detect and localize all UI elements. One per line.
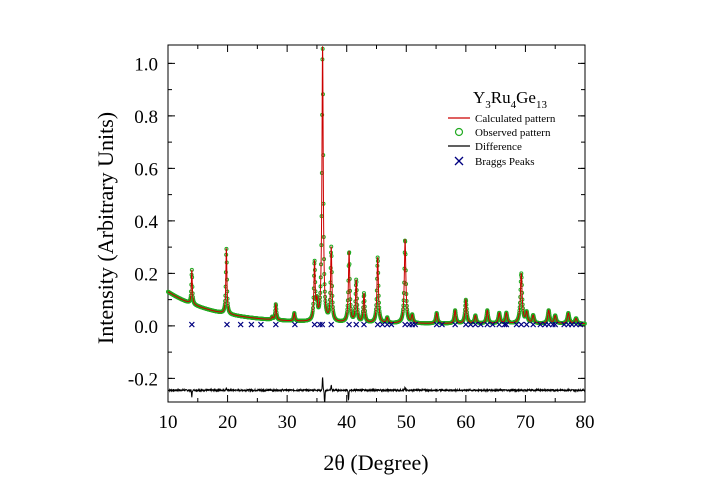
x-tick-labels: 10 20 30 40 50 60 70 80 — [159, 412, 595, 433]
chart-title: Y3Ru4Ge13 — [473, 88, 547, 111]
bragg-peak-marker — [361, 321, 367, 328]
series-layer — [166, 46, 587, 403]
bragg-peak-marker — [518, 321, 525, 328]
bragg-peak-marker — [537, 321, 544, 328]
legend-observed-label: Observed pattern — [475, 127, 551, 139]
bragg-peak-marker — [523, 321, 530, 328]
bragg-peak-marker — [188, 321, 195, 328]
bragg-peak-marker — [374, 321, 381, 328]
legend-observed-swatch — [454, 127, 464, 137]
x-tick-label: 60 — [456, 412, 475, 433]
y-tick-labels: -0.2 0.0 0.2 0.4 0.6 0.8 1.0 — [128, 54, 159, 390]
bragg-peak-marker — [317, 321, 323, 328]
bragg-peak-marker — [224, 321, 230, 328]
legend: Calculated pattern Observed pattern Diff… — [448, 113, 556, 168]
bragg-peak-marker — [291, 321, 298, 328]
bragg-peak-marker — [489, 321, 496, 328]
bragg-peak-marker — [452, 321, 459, 328]
bragg-peak-marker — [272, 321, 279, 328]
bragg-peak-marker — [402, 321, 408, 328]
y-tick-label: 0.2 — [134, 264, 158, 285]
bragg-peak-marker — [501, 321, 508, 328]
bragg-peak-marker — [561, 321, 568, 328]
x-tick-label: 80 — [576, 412, 595, 433]
difference-line — [167, 377, 586, 403]
title-ge-sub: 13 — [536, 99, 548, 111]
axis-ticks — [167, 45, 586, 402]
bragg-peak-marker — [258, 321, 264, 328]
bragg-peak-marker — [496, 321, 503, 328]
bragg-peak-marker — [328, 321, 335, 328]
bragg-peak-marker — [467, 321, 474, 328]
legend-calculated-label: Calculated pattern — [475, 113, 556, 125]
legend-difference-label: Difference — [475, 141, 522, 153]
calculated-pattern-line — [167, 46, 585, 325]
bragg-peak-marker — [513, 321, 520, 328]
bragg-peak-marker — [433, 321, 440, 328]
bragg-peak-marker — [384, 321, 391, 328]
legend-bragg-swatch — [454, 156, 464, 166]
bragg-peak-marker — [462, 321, 469, 328]
bragg-peak-marker — [503, 321, 510, 328]
bragg-peak-marker — [319, 321, 326, 328]
title-y: Y — [473, 88, 485, 107]
x-tick-label: 20 — [218, 412, 237, 433]
y-axis-label: Intensity (Arbitrary Units) — [93, 112, 118, 344]
y-tick-label: 0.0 — [134, 317, 158, 338]
bragg-peaks-series — [188, 321, 584, 328]
bragg-peak-marker — [545, 321, 552, 328]
y-tick-label: 0.8 — [134, 107, 158, 128]
bragg-peak-marker — [484, 321, 491, 328]
bragg-peak-marker — [248, 321, 255, 328]
legend-bragg-label: Braggs Peaks — [475, 156, 535, 168]
x-tick-label: 30 — [278, 412, 297, 433]
bragg-peak-marker — [353, 321, 360, 328]
x-tick-label: 40 — [337, 412, 356, 433]
x-axis-label: 2θ (Degree) — [323, 450, 428, 475]
bragg-peak-marker — [388, 321, 395, 328]
bragg-peak-marker — [379, 321, 386, 328]
bragg-peak-marker — [237, 321, 244, 328]
x-tick-label: 50 — [397, 412, 416, 433]
bragg-peak-marker — [569, 321, 575, 328]
bragg-peak-marker — [530, 321, 537, 328]
title-ru: Ru — [491, 88, 511, 107]
bragg-peak-marker — [439, 321, 445, 328]
title-y-sub: 3 — [485, 99, 491, 111]
bragg-peak-marker — [573, 321, 579, 328]
bragg-peak-marker — [577, 321, 584, 328]
y-tick-label: 1.0 — [134, 54, 158, 75]
y-tick-label: 0.6 — [134, 159, 158, 180]
y-tick-label: 0.4 — [134, 212, 158, 233]
bragg-peak-marker — [311, 321, 318, 328]
x-tick-label: 10 — [159, 412, 178, 433]
y-tick-label: -0.2 — [128, 369, 158, 390]
bragg-peak-marker — [549, 321, 556, 328]
x-tick-label: 70 — [516, 412, 535, 433]
bragg-peak-marker — [346, 321, 352, 328]
bragg-peak-marker — [477, 321, 484, 328]
bragg-peak-marker — [552, 321, 559, 328]
bragg-peak-marker — [472, 321, 479, 328]
title-ru-sub: 4 — [511, 99, 517, 111]
title-ge: Ge — [516, 88, 536, 107]
bragg-peak-marker — [412, 321, 419, 328]
